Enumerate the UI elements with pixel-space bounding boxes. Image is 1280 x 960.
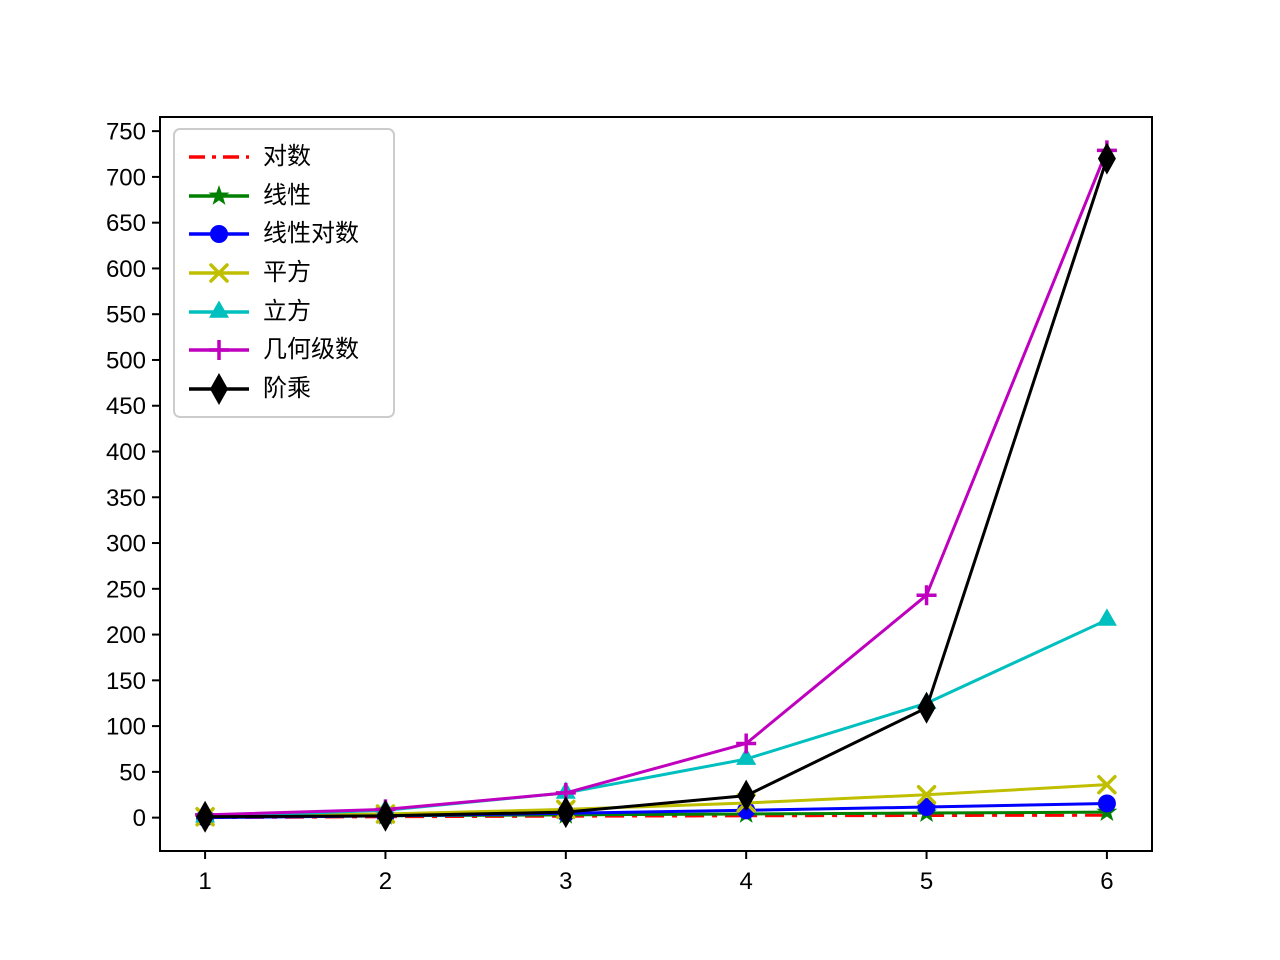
legend-item: 线性 [187, 180, 381, 212]
marker-线性对数 [917, 798, 936, 817]
y-tick-label: 0 [133, 805, 146, 832]
marker-阶乘 [917, 691, 936, 724]
legend-marker-平方 [209, 263, 229, 283]
legend-marker-阶乘 [210, 372, 228, 405]
axes-frame [159, 116, 1153, 852]
y-tick-label: 750 [106, 119, 146, 146]
y-tick-label: 150 [106, 668, 146, 695]
legend-item: 对数 [187, 141, 381, 173]
marker-立方 [1096, 608, 1117, 626]
y-tick-label: 200 [106, 622, 146, 649]
marker-平方 [916, 785, 937, 805]
y-tick-label: 300 [106, 531, 146, 558]
x-tick-label: 4 [740, 868, 753, 895]
legend-sample-triangle-up-icon [189, 300, 249, 318]
x-tick-label: 5 [920, 868, 933, 895]
marker-平方 [1097, 774, 1117, 795]
legend-sample-none-icon [189, 155, 249, 160]
legend-item: 立方 [187, 296, 381, 328]
x-tick-label: 2 [379, 868, 392, 895]
marker-阶乘 [737, 779, 756, 812]
y-tick-label: 500 [106, 347, 146, 374]
legend-label: 立方 [263, 297, 311, 325]
legend-marker-立方 [209, 300, 229, 318]
y-tick-label: 400 [106, 439, 146, 466]
y-tick-label: 350 [106, 485, 146, 512]
marker-几何级数 [916, 585, 937, 606]
legend-label: 线性 [263, 181, 311, 209]
y-tick-label: 650 [106, 210, 146, 237]
marker-阶乘 [196, 800, 215, 833]
legend-label: 平方 [263, 258, 311, 286]
legend-item: 几何级数 [187, 334, 381, 366]
series-line-几何级数 [205, 149, 1109, 817]
series-line-平方 [205, 783, 1107, 819]
marker-阶乘 [1097, 142, 1116, 175]
y-tick-label: 50 [119, 759, 146, 786]
legend-marker-几何级数 [209, 340, 229, 361]
legend-label: 几何级数 [263, 336, 359, 364]
legend: 对数线性线性对数平方立方几何级数阶乘 [173, 128, 395, 418]
legend-label: 对数 [263, 143, 311, 171]
series-line-阶乘 [205, 158, 1109, 819]
legend-marker-线性 [208, 184, 230, 205]
legend-sample-circle-icon [189, 225, 249, 244]
legend-item: 平方 [187, 257, 381, 289]
legend-label: 线性对数 [263, 220, 359, 248]
y-tick-label: 550 [106, 302, 146, 329]
y-tick-label: 100 [106, 714, 146, 741]
y-tick-label: 250 [106, 576, 146, 603]
legend-sample-plus-icon [189, 340, 249, 361]
legend-item: 线性对数 [187, 218, 381, 250]
legend-item: 阶乘 [187, 372, 381, 405]
y-tick-label: 700 [106, 164, 146, 191]
legend-sample-x-icon [189, 263, 249, 283]
y-tick-label: 600 [106, 256, 146, 283]
legend-marker-线性对数 [210, 225, 228, 244]
marker-立方 [736, 747, 757, 765]
y-tick-label: 450 [106, 393, 146, 420]
x-tick-label: 3 [559, 868, 572, 895]
marker-阶乘 [376, 799, 395, 832]
x-tick-label: 1 [198, 868, 211, 895]
series-line-立方 [205, 618, 1108, 819]
legend-label: 阶乘 [263, 374, 311, 402]
legend-sample-thin-diamond-icon [189, 372, 249, 405]
x-tick-label: 6 [1100, 868, 1113, 895]
marker-线性对数 [1097, 794, 1116, 813]
marker-几何级数 [736, 733, 757, 754]
legend-sample-star-icon [189, 184, 249, 205]
marker-阶乘 [556, 796, 575, 829]
